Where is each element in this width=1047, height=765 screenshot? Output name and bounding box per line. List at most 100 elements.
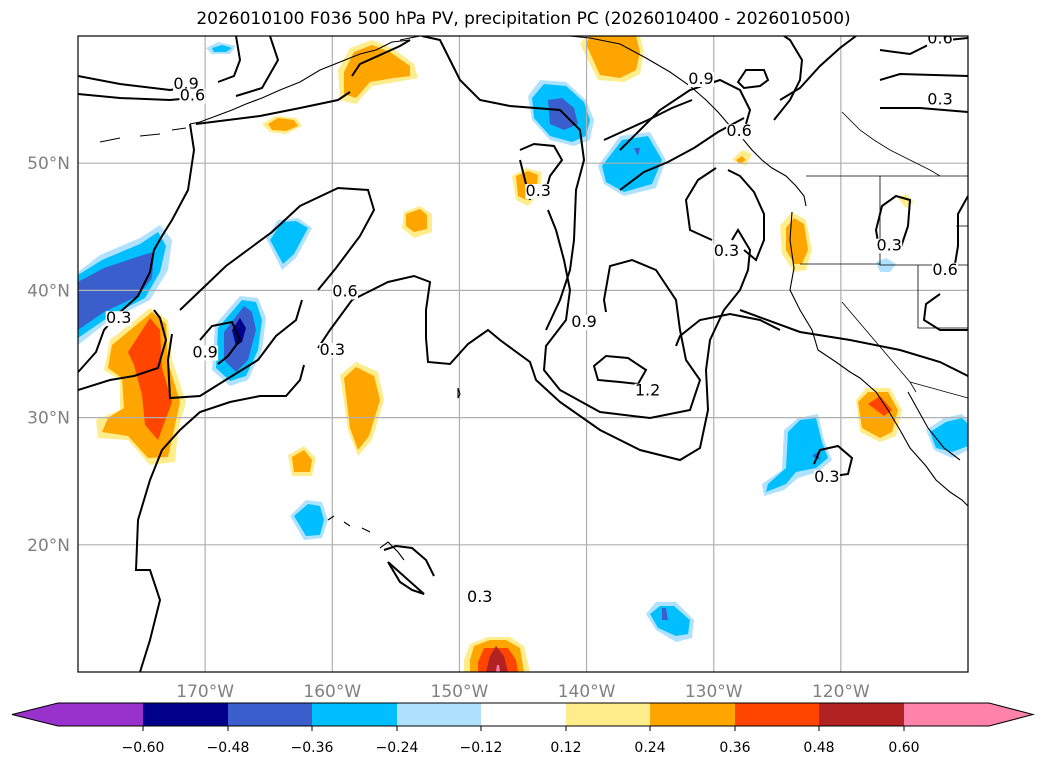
contour-label-bg: [634, 383, 661, 399]
precip-anomaly-negative: [294, 504, 324, 536]
contour-labels: 0.90.60.30.90.60.30.30.91.20.90.60.30.60…: [105, 28, 959, 606]
colorbar-segment: [566, 703, 650, 726]
pv-contour-0.3-offshore: [684, 167, 765, 262]
latitude-tick-label: 20°N: [27, 536, 70, 556]
precip-anomaly-negative: [634, 148, 640, 156]
colorbar-segment: [228, 703, 312, 726]
precip-anomaly-positive: [406, 209, 427, 232]
colorbar-outline: [11, 702, 1035, 727]
pv-contour-0.3-gulf: [195, 36, 586, 331]
colorbar-tick-label: 0.48: [803, 740, 834, 756]
pv-contour-0.3-baja: [813, 444, 854, 477]
contour-label: 0.9: [173, 74, 198, 93]
contour-label-bg: [192, 345, 219, 361]
pv-contour-0.3-canada: [879, 72, 968, 113]
state-borders: [800, 111, 968, 399]
map-frame: [77, 35, 969, 673]
colorbar-extend-max: [904, 703, 1033, 726]
longitude-tick-label: 160°W: [303, 682, 361, 702]
contour-label: 0.9: [571, 312, 596, 331]
contour-label: 0.3: [320, 340, 345, 359]
contour-label: 0.3: [814, 467, 839, 486]
precip-anomaly-positive: [496, 665, 500, 672]
precip-anomaly-positive: [268, 118, 298, 131]
colorbar-tick-label: −0.60: [122, 740, 165, 756]
precip-anomaly-positive: [292, 450, 312, 472]
contour-label-bg: [332, 284, 358, 300]
contour-label-bg: [927, 92, 954, 108]
precip-anomaly-positive: [128, 318, 172, 440]
pv-contour-0.3-socal: [675, 309, 968, 377]
pv-contour-0.6-west: [603, 99, 693, 141]
contour-label-bg: [876, 238, 903, 254]
chart-title: 2026010100 F036 500 hPa PV, precipitatio…: [196, 9, 851, 29]
contour-label-bg: [571, 315, 598, 331]
colorbar-tick-label: 0.60: [888, 740, 919, 756]
contour-label: 0.6: [932, 260, 957, 279]
precip-anomaly-negative: [930, 418, 968, 452]
contour-label: 0.9: [688, 69, 713, 88]
colorbar-segment: [819, 703, 904, 726]
pv-contour-1.2: [592, 354, 648, 386]
pv-contour-0.6-nevada: [922, 293, 968, 331]
contour-label-bg: [713, 243, 740, 259]
contour-label-bg: [319, 343, 346, 358]
precip-anomaly-positive: [486, 646, 508, 672]
colorbar-segment: [481, 703, 566, 726]
contour-label-bg: [173, 77, 200, 93]
contour-label: 0.3: [526, 181, 551, 200]
pv-contour-0.9-south: [199, 320, 242, 365]
precip-anomaly-negative: [650, 606, 690, 636]
precip-anomaly-positive: [344, 367, 380, 450]
precip-anomaly-negative: [270, 221, 308, 264]
pv-contour-0.3-b: [78, 309, 168, 391]
colorbar-tick-label: 0.24: [634, 740, 665, 756]
pv-contour-0.6-east: [953, 195, 968, 271]
contour-label-bg: [927, 36, 954, 47]
precip-anomaly-negative: [232, 318, 246, 346]
contour-label: 0.6: [332, 281, 357, 300]
colorbar-tick-label: −0.24: [376, 740, 419, 756]
precip-anomaly-positive: [858, 392, 898, 438]
contour-label: 0.3: [106, 308, 131, 327]
precip-anomaly-negative: [662, 608, 668, 620]
colorbar-extend-min: [12, 703, 143, 726]
precip-anomaly-negative: [212, 45, 232, 52]
longitude-tick-label: 150°W: [431, 682, 489, 702]
latitude-tick-label: 50°N: [27, 154, 70, 174]
colorbar: −0.60 −0.48 −0.36 −0.24 −0.12 0.12 0.24 0.36 0.4…: [11, 702, 1035, 756]
colorbar-segment: [143, 703, 228, 726]
latitude-tick-labels: 50°N 40°N 30°N 20°N: [27, 154, 70, 556]
precip-anomaly-positive: [868, 396, 892, 416]
precip-anomaly-positive: [586, 36, 640, 78]
precip-anomaly-negative: [766, 418, 828, 492]
contour-label-bg: [179, 88, 206, 104]
pv-contour-0.3-c: [166, 186, 376, 400]
contour-label: 0.3: [876, 236, 901, 255]
contour-label-bg: [813, 470, 840, 486]
colorbar-tick-label: 0.12: [550, 740, 581, 756]
contour-label-bg: [466, 589, 493, 605]
latitude-tick-label: 30°N: [27, 409, 70, 429]
contour-label: 0.3: [714, 241, 739, 260]
colorbar-segment: [650, 703, 735, 726]
latitude-tick-label: 40°N: [27, 281, 70, 301]
contour-label-bg: [105, 311, 132, 327]
contour-label-bg: [525, 184, 552, 199]
contour-label-bg: [688, 72, 714, 88]
colorbar-segment: [397, 703, 481, 726]
precip-anomaly-positive: [344, 45, 410, 98]
pv-contour-0.6-ne: [542, 209, 702, 420]
colorbar-segment: [735, 703, 819, 726]
precip-anomaly-negative: [602, 136, 662, 192]
pv-contour-0.3-hawaii: [383, 544, 435, 595]
colorbar-tick-label: −0.12: [460, 740, 503, 756]
contour-label: 0.6: [726, 121, 751, 140]
colorbar-tick-label: −0.36: [291, 740, 334, 756]
pv-contour-0.3-idaho: [874, 194, 912, 255]
contour-label: 0.6: [927, 28, 952, 47]
colorbar-tick-label: 0.36: [719, 740, 750, 756]
colorbar-tick-label: −0.48: [207, 740, 250, 756]
pv-contour-0.9-ak: [736, 69, 770, 90]
